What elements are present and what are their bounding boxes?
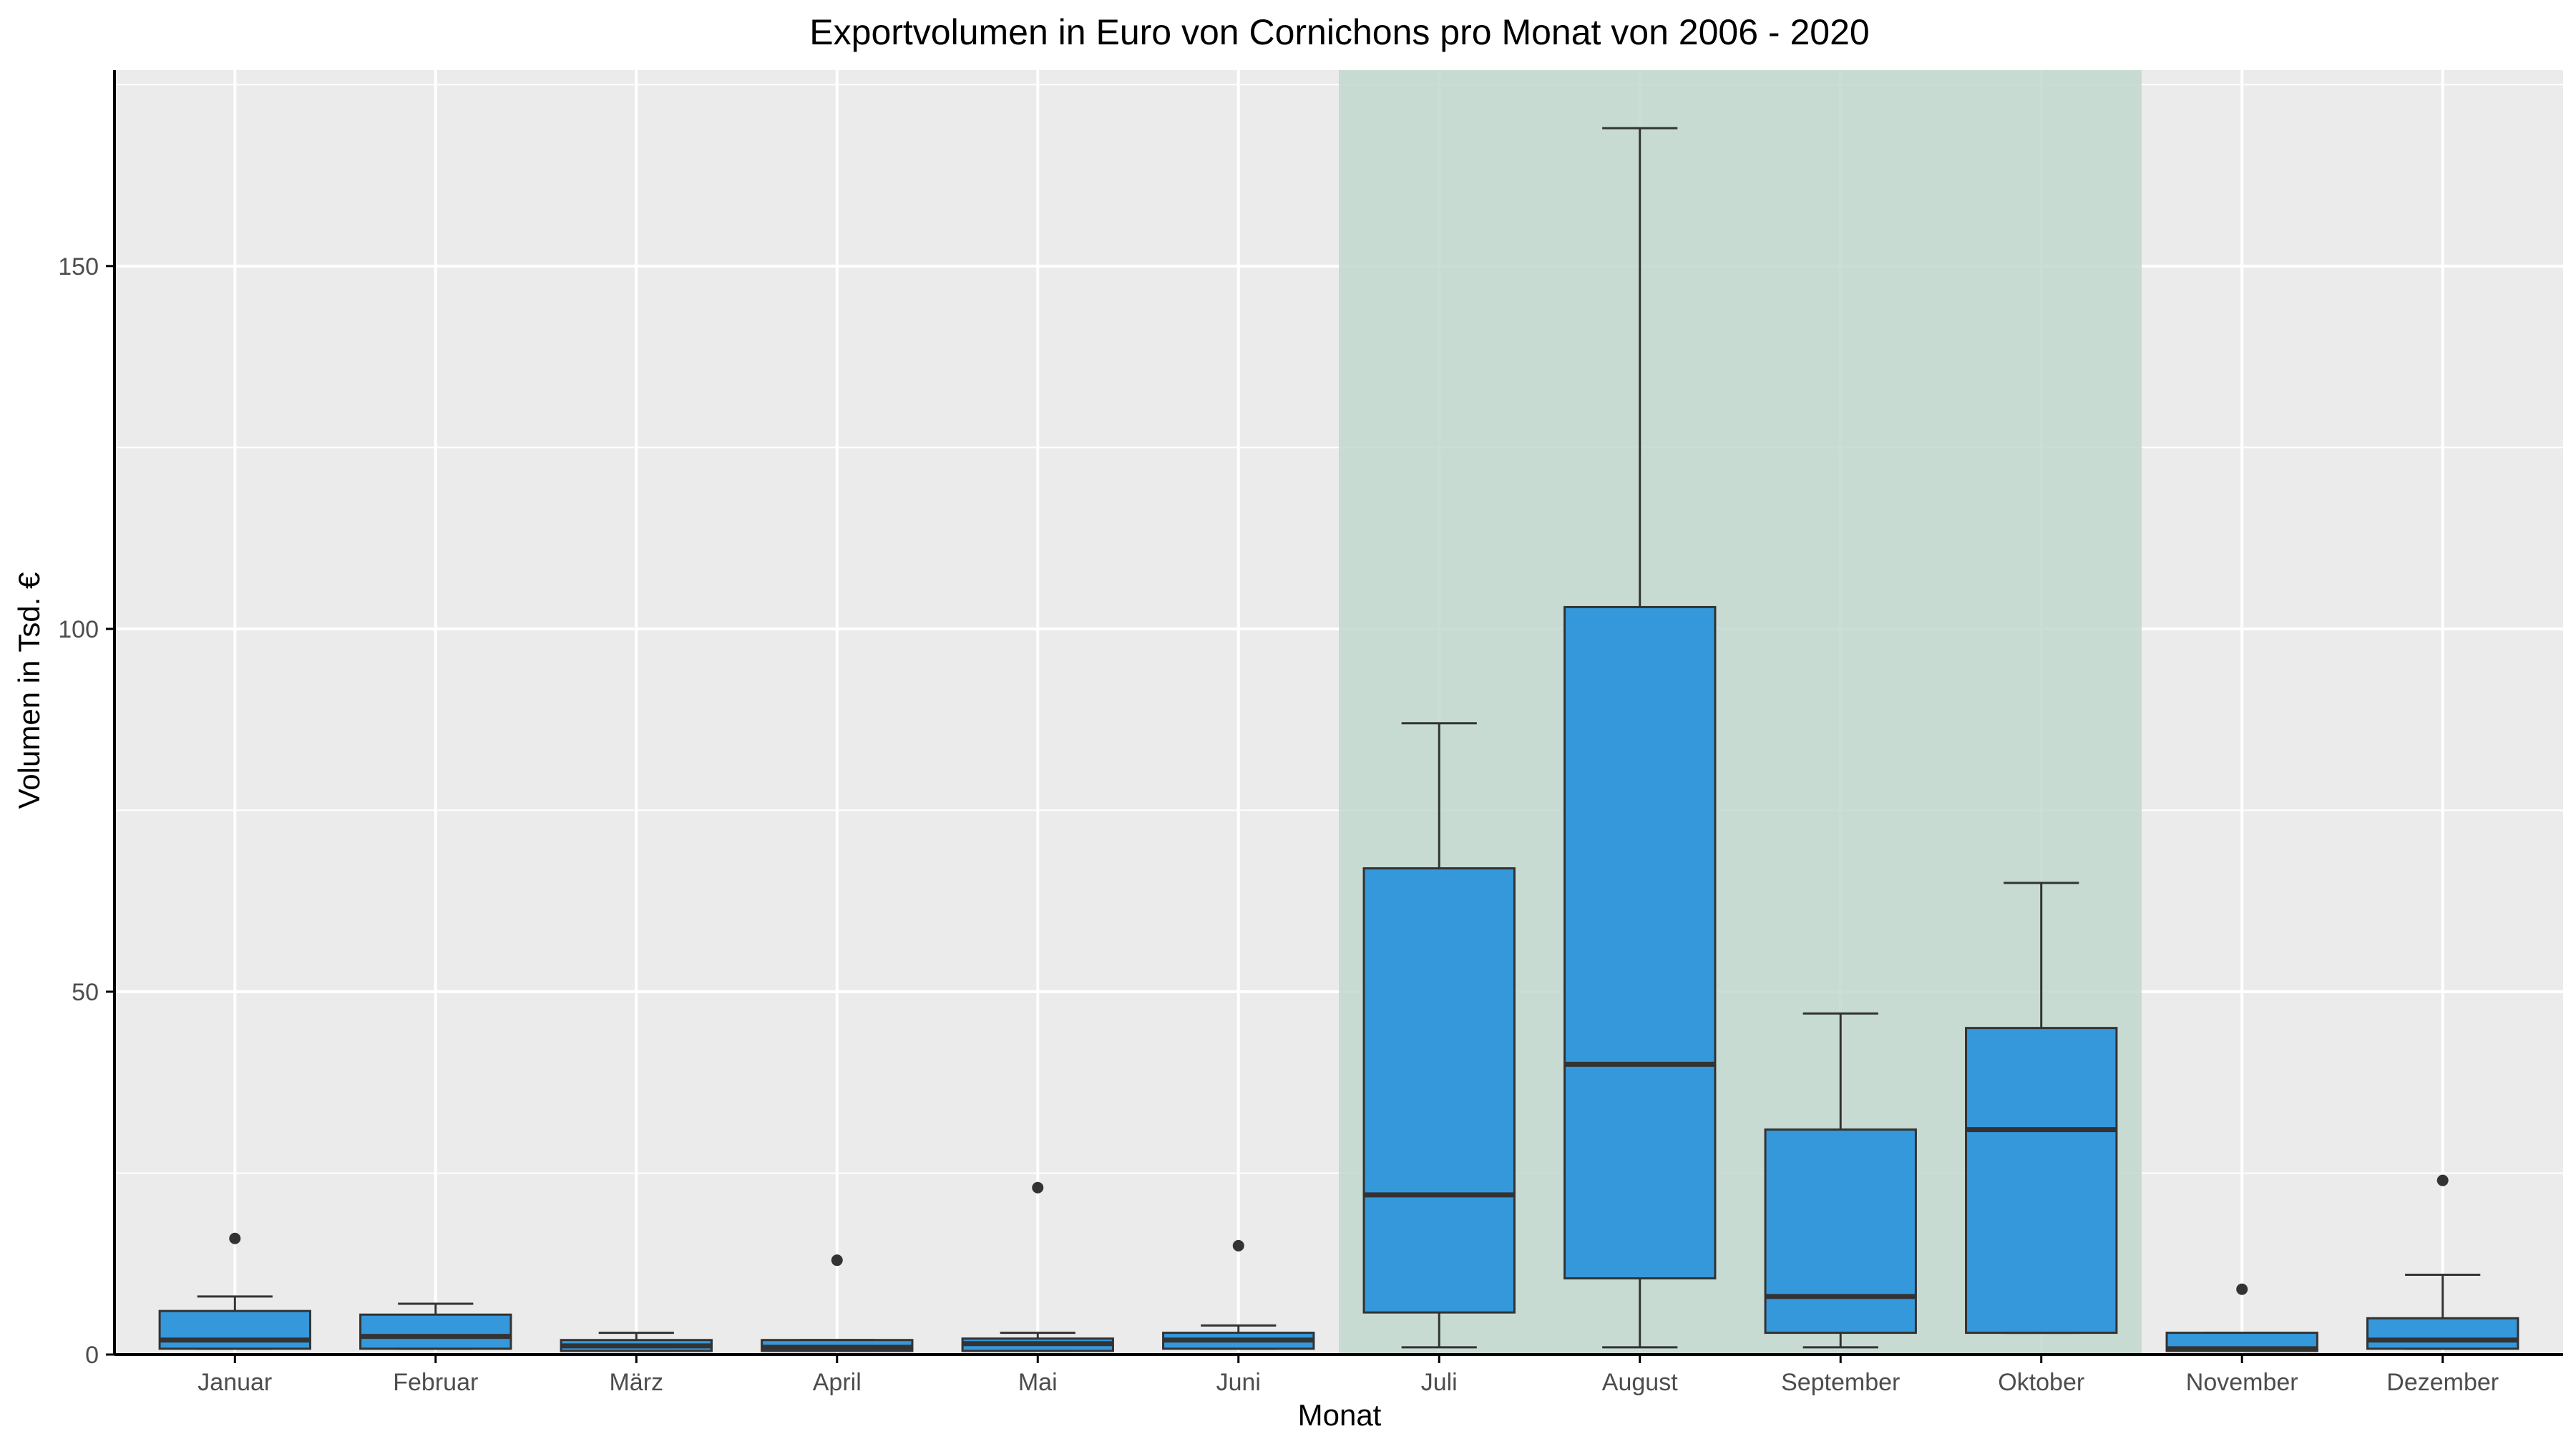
x-axis-title: Monat bbox=[1298, 1398, 1382, 1432]
y-tick-label: 150 bbox=[58, 253, 99, 280]
box-juli bbox=[1362, 722, 1516, 1349]
chart-title: Exportvolumen in Euro von Cornichons pro… bbox=[809, 12, 1869, 52]
x-tick-label: November bbox=[2186, 1369, 2298, 1396]
x-tick-label: Juli bbox=[1421, 1369, 1458, 1396]
box-oktober bbox=[1965, 882, 2118, 1335]
box-iqr bbox=[2366, 1317, 2519, 1350]
x-tick-label: Mai bbox=[1018, 1369, 1058, 1396]
y-tick-label: 0 bbox=[85, 1342, 99, 1369]
box-juni bbox=[1162, 1239, 1315, 1350]
x-tick-label: März bbox=[609, 1369, 663, 1396]
outlier-point bbox=[831, 1254, 843, 1267]
box-iqr bbox=[158, 1309, 311, 1350]
y-tick-label: 100 bbox=[58, 616, 99, 643]
x-tick-label: Januar bbox=[197, 1369, 272, 1396]
box-iqr bbox=[359, 1313, 512, 1350]
x-tick-label: April bbox=[813, 1369, 862, 1396]
box-iqr bbox=[1965, 1027, 2118, 1335]
x-tick-label: Oktober bbox=[1998, 1369, 2084, 1396]
box-januar bbox=[158, 1232, 311, 1350]
y-tick-label: 50 bbox=[72, 979, 99, 1006]
box-iqr bbox=[1362, 867, 1516, 1314]
x-tick-label: August bbox=[1602, 1369, 1678, 1396]
x-tick-label: Juni bbox=[1216, 1369, 1261, 1396]
box-iqr bbox=[1764, 1128, 1917, 1335]
x-tick-label: September bbox=[1781, 1369, 1900, 1396]
box-august bbox=[1563, 127, 1717, 1349]
outlier-point bbox=[1032, 1181, 1044, 1194]
box-mai bbox=[961, 1181, 1114, 1352]
y-axis-title: Volumen in Tsd. € bbox=[12, 572, 46, 809]
x-tick-label: Februar bbox=[393, 1369, 478, 1396]
outlier-point bbox=[229, 1232, 241, 1244]
box-dezember bbox=[2366, 1174, 2519, 1350]
box-april bbox=[761, 1254, 914, 1352]
outlier-point bbox=[1232, 1239, 1244, 1252]
box-märz bbox=[560, 1332, 713, 1352]
box-februar bbox=[359, 1302, 512, 1350]
outlier-point bbox=[2436, 1174, 2449, 1186]
x-tick-label: Dezember bbox=[2386, 1369, 2499, 1396]
outlier-point bbox=[2236, 1283, 2248, 1295]
box-november bbox=[2165, 1283, 2318, 1352]
box-iqr bbox=[1563, 605, 1717, 1280]
plot-area: 0 50 100 150 Januar Februar März April Mai Juni Ju… bbox=[58, 70, 2563, 1396]
box-september bbox=[1764, 1012, 1917, 1349]
